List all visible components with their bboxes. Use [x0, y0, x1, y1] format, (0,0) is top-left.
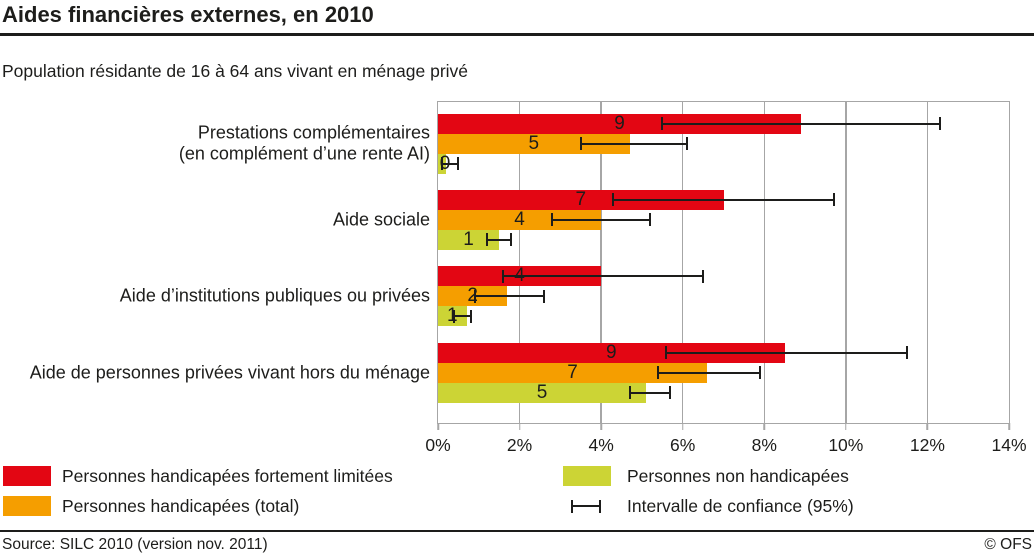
confidence-interval	[551, 213, 651, 227]
gridline	[600, 102, 602, 423]
bar-red	[438, 189, 724, 210]
gridline	[763, 102, 766, 423]
category-label-line: Aide d’institutions publiques ou privées	[119, 285, 430, 306]
axis-tick	[437, 423, 439, 430]
value-label: 5	[528, 132, 540, 154]
legend-label: Personnes handicapées fortement limitées	[62, 466, 393, 486]
confidence-interval	[579, 137, 688, 150]
value-label: 7	[567, 361, 578, 383]
axis-tick	[681, 423, 684, 430]
axis-tick	[1008, 423, 1010, 430]
value-label: 5	[536, 381, 548, 403]
category-label: Aide d’institutions publiques ou privées	[120, 286, 430, 308]
bar-red	[438, 113, 801, 134]
value-label: 7	[575, 188, 587, 210]
axis-tick-label: 2%	[506, 435, 533, 455]
gridline	[926, 102, 929, 423]
value-label: 9	[606, 341, 617, 363]
value-label: 2	[467, 285, 478, 307]
axis-tick-label: 12%	[909, 435, 945, 455]
footer-rule	[0, 530, 1034, 532]
confidence-interval	[485, 233, 513, 247]
legend-swatch-green	[563, 466, 611, 486]
plot-area: 0% 2% 4% 6% 8% 10% 12% 14% Prestations complémen…	[30, 101, 1027, 455]
legend-label: Intervalle de confiance (95%)	[627, 496, 854, 516]
category-label: Prestations complémentaires (en complémen…	[179, 122, 430, 165]
bar-red	[438, 342, 785, 363]
confidence-interval	[657, 366, 762, 380]
value-label: 4	[514, 208, 525, 230]
axis-tick-label: 4%	[588, 435, 614, 455]
category-label-line: (en complément d’une rente AI)	[178, 143, 430, 164]
legend-swatch-orange	[3, 496, 51, 516]
axis-tick	[763, 423, 766, 430]
bar-orange	[438, 209, 602, 230]
confidence-interval	[502, 269, 704, 283]
axis-tick-label: 0%	[425, 435, 451, 455]
legend-label: Personnes non handicapées	[627, 466, 849, 486]
axis-tick-label: 14%	[991, 435, 1027, 455]
confidence-interval	[612, 193, 835, 207]
confidence-interval	[665, 346, 908, 360]
axis-tick-label: 8%	[751, 435, 777, 455]
axis-tick-label: 10%	[828, 435, 864, 455]
confidence-interval	[628, 386, 672, 400]
axis-tick	[518, 423, 521, 430]
gridline	[845, 102, 847, 423]
gridline	[681, 102, 684, 423]
bar-orange	[438, 362, 708, 383]
bar-green	[438, 229, 500, 250]
confidence-interval-legend-icon	[571, 500, 601, 513]
value-label: 1	[446, 305, 458, 327]
bar-orange	[438, 133, 630, 154]
category-label-line: Aide sociale	[332, 209, 430, 230]
axis-tick	[926, 423, 929, 430]
page-title: Aides financières externes, en 2010	[2, 2, 374, 27]
chart-subtitle: Population résidante de 16 à 64 ans viva…	[2, 61, 469, 81]
legend-swatch-red	[3, 466, 51, 486]
category-label: Aide de personnes privées vivant hors du…	[30, 362, 430, 384]
confidence-interval	[473, 289, 546, 303]
source-text: Source: SILC 2010 (version nov. 2011)	[2, 536, 268, 553]
bar-orange	[438, 286, 508, 307]
category-label-line: Prestations complémentaires	[197, 122, 430, 142]
axis-tick	[845, 423, 847, 430]
category-label-line: Aide de personnes privées vivant hors du…	[29, 361, 430, 382]
value-label: 1	[463, 228, 474, 250]
bar-green	[438, 306, 467, 327]
axis-tick-label: 6%	[670, 435, 696, 455]
category-label: Aide sociale	[333, 209, 430, 231]
confidence-interval	[661, 117, 941, 130]
confidence-interval	[441, 157, 460, 170]
title-rule	[0, 33, 1034, 36]
axis-tick	[600, 423, 602, 430]
confidence-interval	[453, 309, 472, 323]
gridline	[518, 102, 521, 423]
bar-green	[438, 382, 646, 403]
copyright-text: © OFS	[984, 536, 1032, 553]
legend-label: Personnes handicapées (total)	[62, 496, 300, 516]
value-label: 9	[614, 112, 625, 134]
